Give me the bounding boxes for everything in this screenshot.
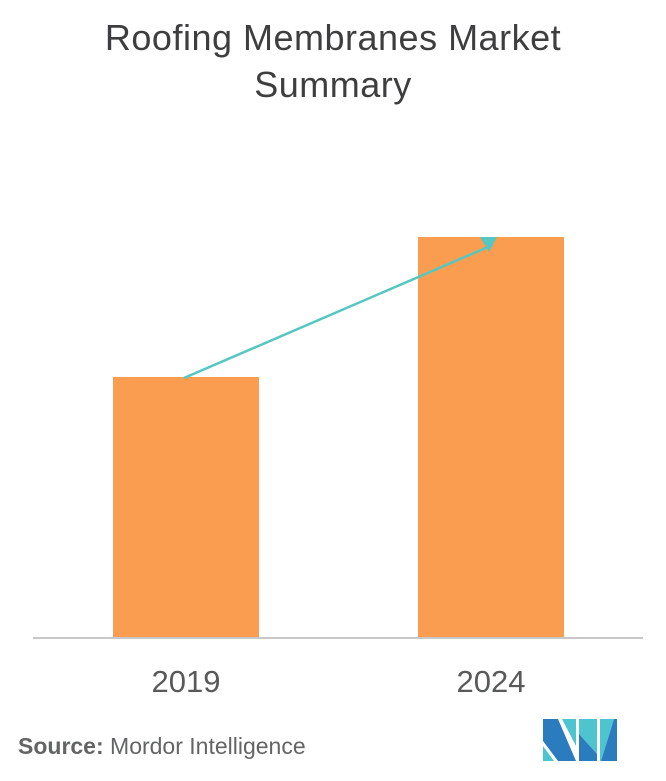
growth-arrow <box>183 237 497 380</box>
bar-2024 <box>418 237 564 638</box>
source-note: Source: Mordor Intelligence <box>18 733 306 760</box>
mordor-intelligence-logo <box>543 719 617 761</box>
x-axis-line <box>33 637 643 639</box>
bar-2019 <box>113 377 259 638</box>
plot-area <box>0 237 666 638</box>
source-text: Mordor Intelligence <box>103 733 306 759</box>
chart-title: Roofing Membranes Market Summary <box>104 17 562 105</box>
x-axis-label-2024: 2024 <box>456 664 526 699</box>
x-axis-label-2019: 2019 <box>151 664 221 699</box>
source-label: Source: <box>18 733 104 759</box>
